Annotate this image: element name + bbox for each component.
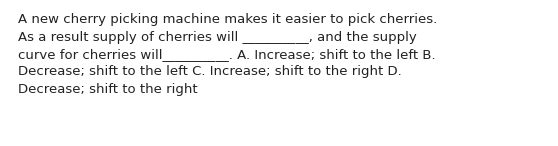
Text: A new cherry picking machine makes it easier to pick cherries.
As a result suppl: A new cherry picking machine makes it ea… (18, 13, 437, 96)
